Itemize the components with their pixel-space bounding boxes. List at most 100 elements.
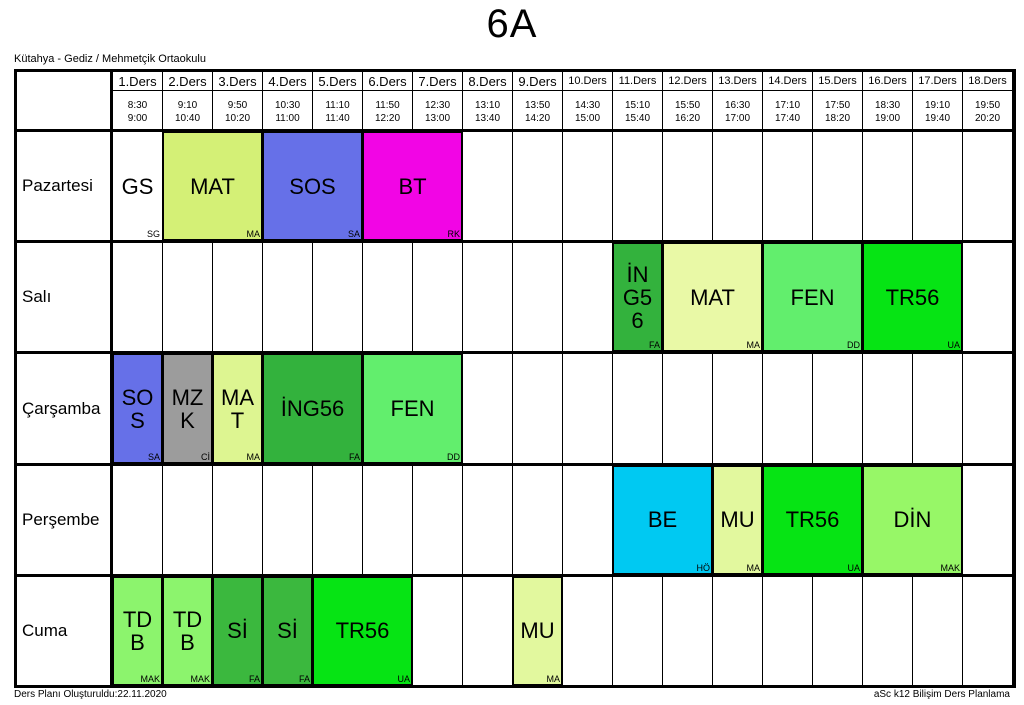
teacher-code: UA — [847, 562, 860, 573]
lesson-subject: MU — [520, 618, 555, 644]
teacher-code: MA — [246, 229, 261, 240]
teacher-code: MA — [546, 674, 561, 685]
period-start-time: 10:30 — [274, 99, 301, 111]
empty-cell — [763, 132, 813, 241]
teacher-code: SA — [147, 451, 160, 462]
teacher-code: DD — [447, 451, 460, 462]
teacher-code: Cİ — [201, 451, 210, 462]
teacher-code: FA — [348, 451, 360, 462]
lesson-subject: TR56 — [785, 507, 840, 533]
lesson-subject: MAT — [190, 173, 235, 199]
empty-cell — [963, 354, 1013, 463]
lesson-cell: MU MA — [513, 576, 563, 686]
lesson-cell: DİN MAK — [863, 465, 963, 574]
period-end-time: 13:40 — [474, 112, 501, 124]
teacher-code: FA — [648, 340, 660, 351]
period-end-time: 19:00 — [874, 112, 901, 124]
period-start-time: 16:30 — [724, 99, 751, 111]
lesson-subject: MZK — [171, 384, 204, 433]
lesson-cell: GS SG — [113, 132, 163, 241]
period-end-time: 11:40 — [325, 112, 350, 124]
period-start-time: 18:30 — [874, 99, 901, 111]
empty-cell — [363, 465, 413, 574]
lesson-cell: TR56 UA — [863, 243, 963, 352]
period-end-time: 15:40 — [624, 112, 651, 124]
footer-app-name: aSc k12 Bilişim Ders Planlama — [873, 689, 1010, 700]
period-header-cell: 16.Ders 18:30 19:00 — [863, 72, 913, 129]
school-name: Kütahya - Gediz / Mehmetçik Ortaokulu — [14, 53, 206, 65]
period-times: 17:10 17:40 — [763, 91, 812, 129]
lesson-subject: MAT — [221, 384, 254, 433]
period-label: 11.Ders — [613, 72, 662, 91]
lesson-subject: BT — [398, 173, 427, 199]
empty-cell — [563, 576, 613, 686]
period-header-cell: 4.Ders 10:30 11:00 — [263, 72, 313, 129]
period-header-cell: 5.Ders 11:10 11:40 — [313, 72, 363, 129]
empty-cell — [963, 132, 1013, 241]
teacher-code: DD — [847, 340, 860, 351]
period-label: 7.Ders — [413, 72, 462, 91]
period-end-time: 17:40 — [774, 112, 801, 124]
empty-cell — [763, 354, 813, 463]
footer-created-date: Ders Planı Oluşturuldu:22.11.2020 — [14, 689, 167, 700]
lesson-cell: TR56 UA — [763, 465, 863, 574]
period-times: 11:10 11:40 — [313, 91, 362, 129]
lesson-cell: İNG56 FA — [263, 354, 363, 463]
lesson-cell: MU MA — [713, 465, 763, 574]
teacher-code: UA — [947, 340, 960, 351]
period-start-time: 17:10 — [774, 99, 801, 111]
lesson-subject: DİN — [893, 507, 932, 533]
day-row: Çarşamba SOS SA MZK Cİ MAT MA İNG56 FA FEN DD — [17, 351, 1013, 463]
period-header-cell: 14.Ders 17:10 17:40 — [763, 72, 813, 129]
lesson-cell: MAT MA — [213, 354, 263, 463]
period-header-cell: 1.Ders 8:30 9:00 — [113, 72, 163, 129]
period-times: 9:10 10:40 — [163, 91, 212, 129]
lesson-cell: MAT MA — [163, 132, 263, 241]
period-label: 14.Ders — [763, 72, 812, 91]
empty-cell — [713, 354, 763, 463]
period-label: 9.Ders — [513, 72, 562, 91]
lesson-subject: İNG56 — [280, 396, 345, 421]
lesson-cell: Sİ FA — [213, 576, 263, 686]
period-times: 19:50 20:20 — [963, 91, 1012, 129]
day-row: Cuma TDB MAK TDB MAK Sİ FA Sİ FA TR56 UA MU MA — [17, 573, 1013, 686]
lesson-cell: MZK Cİ — [163, 354, 213, 463]
period-start-time: 9:50 — [227, 99, 248, 111]
empty-cell — [563, 354, 613, 463]
teacher-code: MAK — [190, 674, 210, 685]
empty-cell — [713, 576, 763, 686]
lesson-subject: TR56 — [335, 618, 390, 644]
lesson-subject: TDB — [172, 606, 203, 655]
period-end-time: 11:00 — [275, 112, 300, 124]
day-row: Perşembe BE HÖ MU MA TR56 UA DİN MAK — [17, 462, 1013, 574]
empty-cell — [913, 354, 963, 463]
empty-cell — [613, 576, 663, 686]
empty-cell — [963, 243, 1013, 352]
empty-cell — [663, 576, 713, 686]
period-label: 17.Ders — [913, 72, 962, 91]
empty-cell — [513, 354, 563, 463]
empty-cell — [113, 243, 163, 352]
empty-cell — [463, 354, 513, 463]
empty-cell — [263, 243, 313, 352]
period-header-cell: 8.Ders 13:10 13:40 — [463, 72, 513, 129]
period-label: 6.Ders — [363, 72, 412, 91]
period-label: 18.Ders — [963, 72, 1012, 91]
teacher-code: UA — [397, 674, 410, 685]
period-times: 15:50 16:20 — [663, 91, 712, 129]
period-start-time: 17:50 — [824, 99, 851, 111]
period-start-time: 19:50 — [974, 99, 1001, 111]
empty-cell — [163, 465, 213, 574]
empty-cell — [213, 243, 263, 352]
period-label: 10.Ders — [563, 72, 612, 91]
empty-cell — [513, 132, 563, 241]
period-header-cell: 13.Ders 16:30 17:00 — [713, 72, 763, 129]
period-label: 2.Ders — [163, 72, 212, 91]
period-label: 5.Ders — [313, 72, 362, 91]
period-times: 10:30 11:00 — [263, 91, 312, 129]
period-end-time: 10:40 — [174, 112, 201, 124]
period-header-cell: 12.Ders 15:50 16:20 — [663, 72, 713, 129]
period-label: 3.Ders — [213, 72, 262, 91]
lesson-subject: İNG56 — [622, 261, 653, 333]
period-times: 13:10 13:40 — [463, 91, 512, 129]
